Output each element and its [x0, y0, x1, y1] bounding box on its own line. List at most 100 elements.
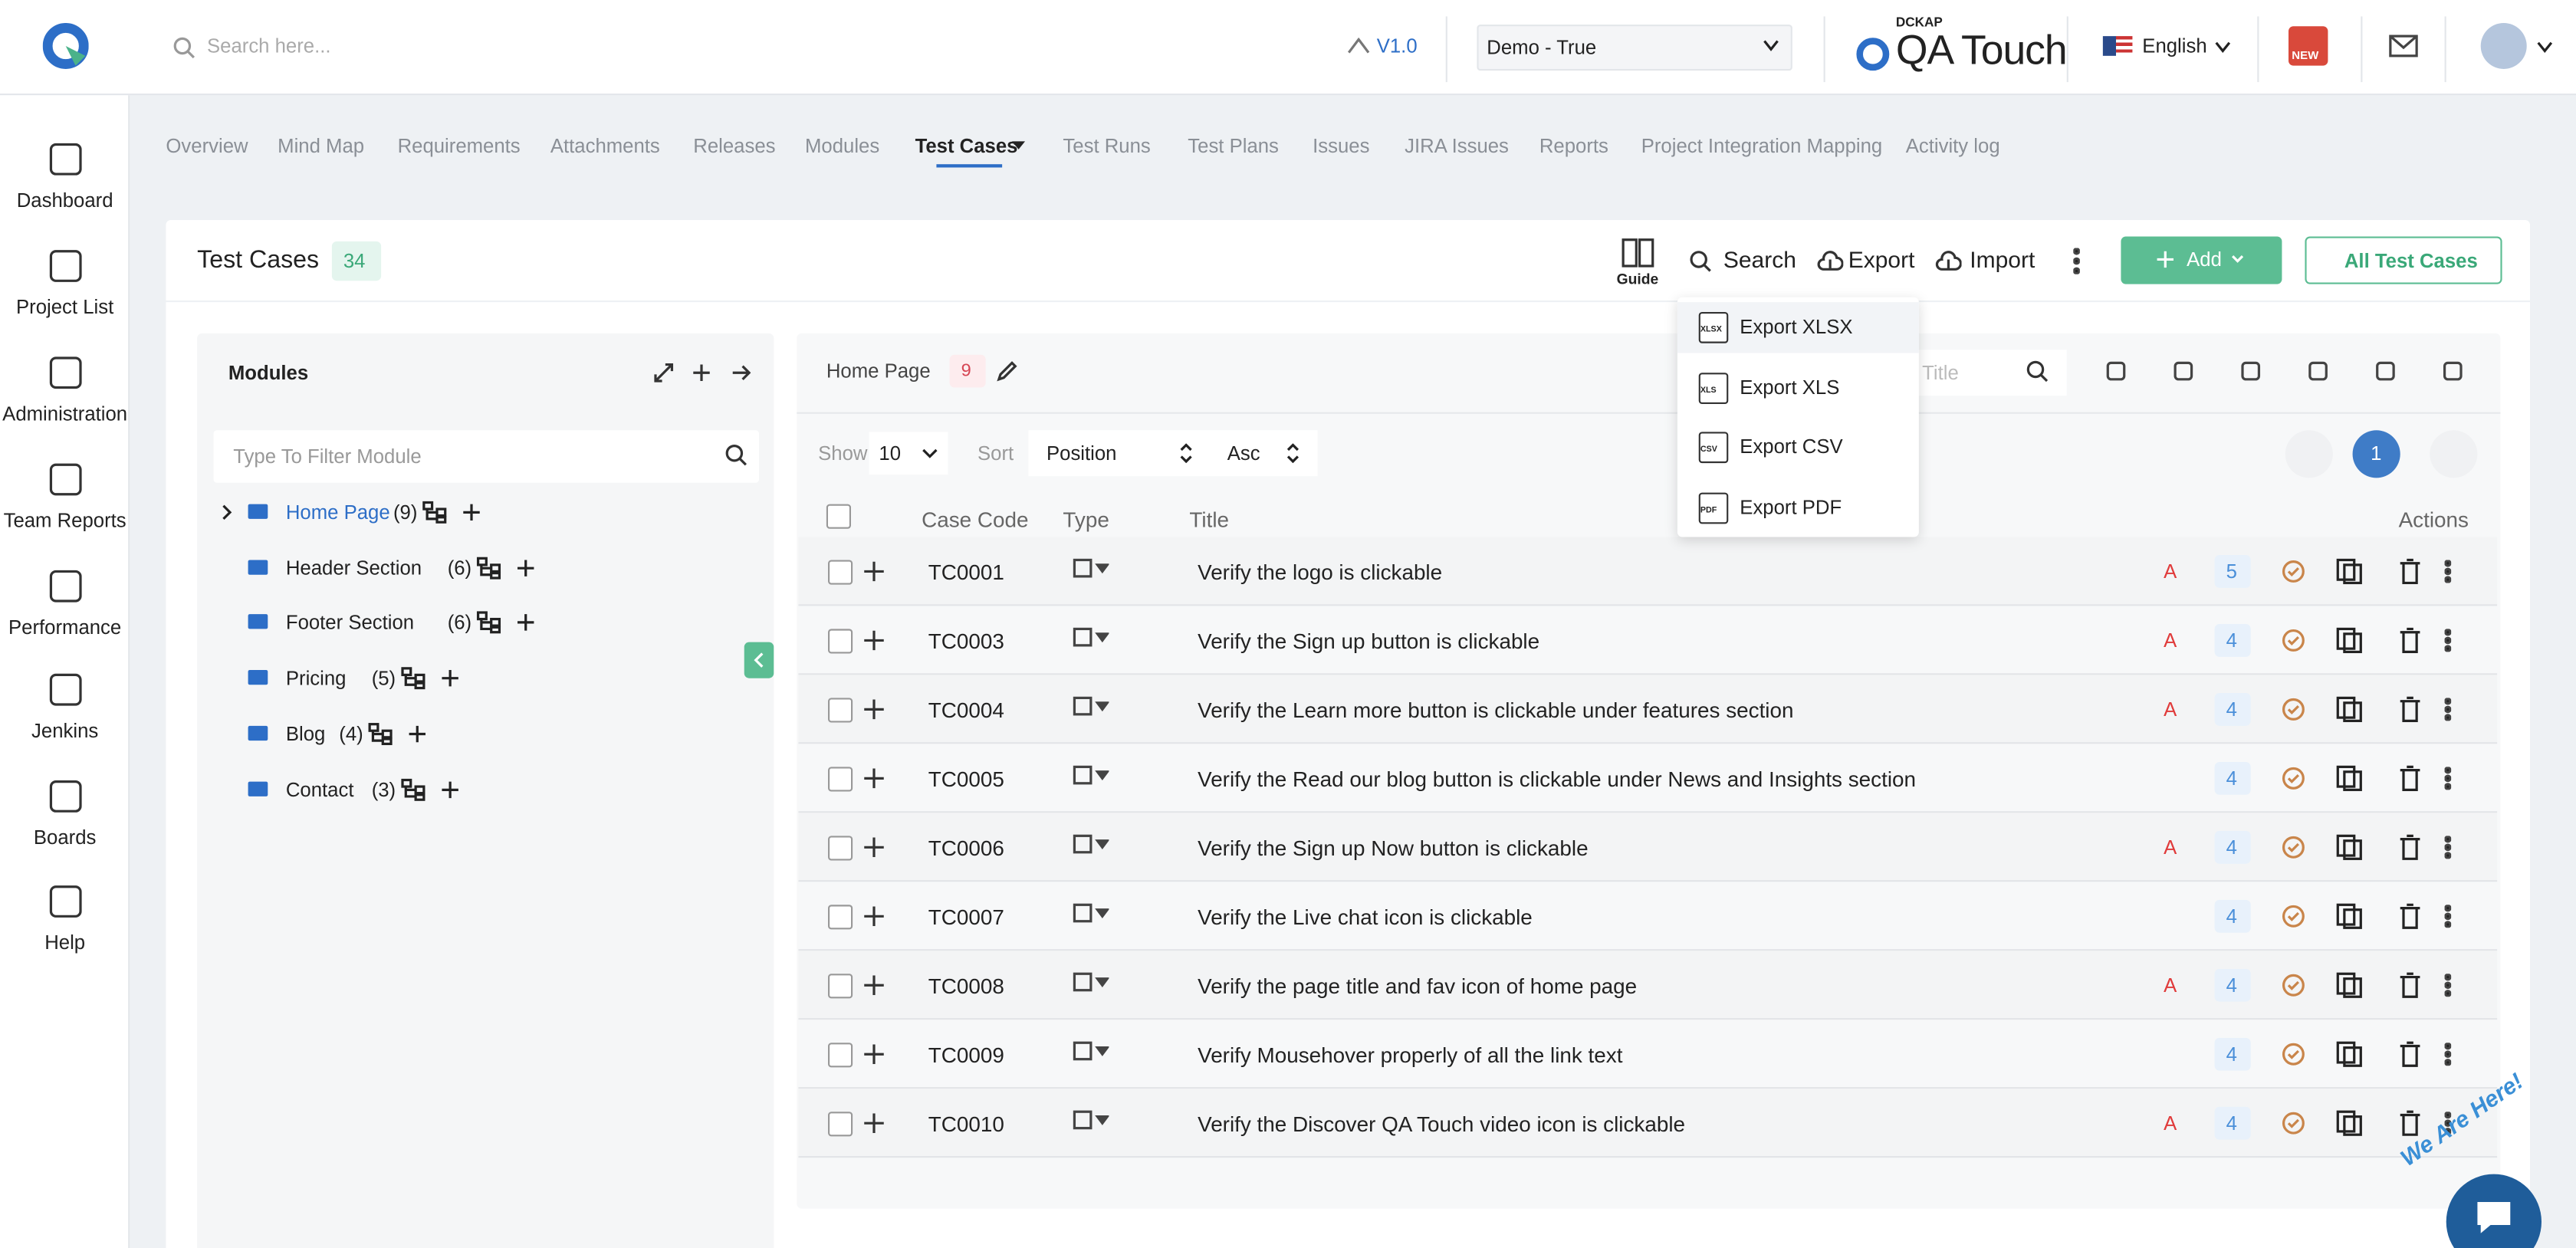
- delete-icon: [2400, 1110, 2420, 1136]
- sidebar-item[interactable]: Boards: [33, 826, 97, 849]
- export-option[interactable]: Export CSV: [1740, 435, 1843, 459]
- case-title[interactable]: Verify the Live chat icon is clickable: [1198, 905, 1533, 930]
- current-page[interactable]: [2352, 430, 2400, 478]
- case-title[interactable]: Verify the page title and fav icon of ho…: [1198, 974, 1638, 999]
- export-button[interactable]: Export: [1848, 246, 1915, 273]
- case-title[interactable]: Verify the Discover QA Touch video icon …: [1198, 1112, 1686, 1137]
- export-option[interactable]: Export XLSX: [1740, 315, 1853, 339]
- checkbox[interactable]: [828, 905, 853, 930]
- module-name[interactable]: Contact: [285, 777, 354, 801]
- next-page[interactable]: [2430, 430, 2478, 478]
- checkbox[interactable]: [828, 560, 853, 585]
- type-icon: [1073, 972, 1109, 992]
- all-cases-button[interactable]: [2305, 236, 2502, 284]
- tab[interactable]: Modules: [805, 134, 880, 158]
- module-label: Home Page: [826, 360, 931, 383]
- type-icon: [1073, 765, 1109, 785]
- case-title[interactable]: Verify the Learn more button is clickabl…: [1198, 698, 1794, 723]
- checkbox[interactable]: [828, 629, 853, 654]
- status-icon: [2282, 767, 2305, 790]
- sidebar-item[interactable]: Team Reports: [3, 509, 127, 533]
- module-count: (6): [447, 556, 472, 580]
- export-option[interactable]: Export PDF: [1740, 496, 1842, 520]
- expand-icon: [654, 363, 674, 383]
- checkbox[interactable]: [826, 504, 852, 529]
- checkbox[interactable]: [828, 974, 853, 999]
- tab[interactable]: JIRA Issues: [1405, 134, 1509, 158]
- page-count: 34: [343, 249, 366, 273]
- tab[interactable]: Test Runs: [1063, 134, 1151, 158]
- module-name[interactable]: Blog: [285, 722, 326, 746]
- case-title[interactable]: Verify the Sign up Now button is clickab…: [1198, 836, 1589, 861]
- priority: A: [2164, 974, 2177, 997]
- version: V1.0: [1376, 34, 1418, 57]
- checkbox[interactable]: [828, 836, 853, 861]
- tab[interactable]: Requirements: [397, 134, 521, 158]
- kebab: [2444, 905, 2452, 928]
- checkbox[interactable]: [828, 1112, 853, 1137]
- drag-icon: [864, 630, 884, 651]
- search-button[interactable]: Search: [1723, 246, 1796, 273]
- case-title[interactable]: Verify the Read our blog button is click…: [1198, 767, 1917, 792]
- avatar[interactable]: [2480, 22, 2527, 69]
- count-badge: [949, 354, 986, 388]
- import-button[interactable]: Import: [1970, 246, 2036, 273]
- checkbox[interactable]: [828, 767, 853, 792]
- title-filter[interactable]: [1905, 350, 2067, 396]
- sidebar-item[interactable]: Performance: [8, 616, 122, 639]
- sidebar-item[interactable]: Dashboard: [16, 189, 113, 212]
- plus: [442, 670, 459, 687]
- module-name[interactable]: Pricing: [285, 666, 347, 690]
- sort-select[interactable]: [1028, 430, 1318, 477]
- module-name[interactable]: Footer Section: [285, 611, 415, 635]
- checkbox[interactable]: [828, 1043, 853, 1068]
- export-option[interactable]: Export XLS: [1740, 375, 1840, 399]
- chevron: [922, 448, 938, 458]
- tab[interactable]: Overview: [166, 134, 248, 158]
- sidebar-item[interactable]: Project List: [16, 295, 114, 319]
- case-number: 4: [2226, 1043, 2237, 1066]
- tab[interactable]: Activity log: [1905, 134, 2000, 158]
- prev-page[interactable]: [2285, 430, 2333, 478]
- collapse-toggle[interactable]: [744, 642, 774, 678]
- module-name[interactable]: Header Section: [285, 556, 422, 580]
- delete-icon: [2400, 696, 2420, 722]
- copy-icon: [2336, 972, 2362, 998]
- tab[interactable]: Test Cases: [915, 134, 1018, 158]
- sidebar-item[interactable]: Administration: [2, 402, 128, 425]
- case-title[interactable]: Verify Mousehover properly of all the li…: [1198, 1043, 1623, 1068]
- module-filter[interactable]: [213, 430, 760, 483]
- case-title[interactable]: Verify the logo is clickable: [1198, 560, 1443, 585]
- drag-icon: [864, 1044, 884, 1065]
- divider: [2066, 16, 2068, 83]
- delete-icon: [2400, 1041, 2420, 1067]
- tab[interactable]: Test Plans: [1188, 134, 1279, 158]
- tab[interactable]: Issues: [1313, 134, 1370, 158]
- case-title[interactable]: Verify the Sign up button is clickable: [1198, 629, 1540, 654]
- project-select[interactable]: [1477, 25, 1792, 71]
- add-button[interactable]: [2121, 236, 2282, 284]
- sidebar-item[interactable]: Jenkins: [31, 719, 99, 743]
- folder-icon: [248, 559, 268, 575]
- card-divider: [166, 301, 2531, 303]
- sort-arrows: [1180, 443, 1192, 464]
- copy-icon: [2336, 696, 2362, 722]
- tab[interactable]: Project Integration Mapping: [1641, 134, 1883, 158]
- tab[interactable]: Mind Map: [278, 134, 365, 158]
- title-placeholder: Title: [1922, 361, 1959, 385]
- case-code: TC0001: [928, 560, 1004, 585]
- status-icon: [2282, 1043, 2305, 1066]
- tab[interactable]: Releases: [693, 134, 776, 158]
- tab[interactable]: Reports: [1539, 134, 1608, 158]
- drag-icon: [864, 1113, 884, 1134]
- module-name[interactable]: Home Page: [285, 501, 390, 524]
- checkbox[interactable]: [828, 698, 853, 723]
- sidebar-item[interactable]: Help: [44, 931, 86, 954]
- type-icon: [1073, 558, 1109, 578]
- kebab: [2444, 1043, 2452, 1066]
- delete-icon: [2400, 765, 2420, 791]
- case-number: 4: [2226, 905, 2237, 928]
- divider: [1445, 16, 1447, 83]
- row: [798, 813, 2498, 882]
- tab[interactable]: Attachments: [550, 134, 660, 158]
